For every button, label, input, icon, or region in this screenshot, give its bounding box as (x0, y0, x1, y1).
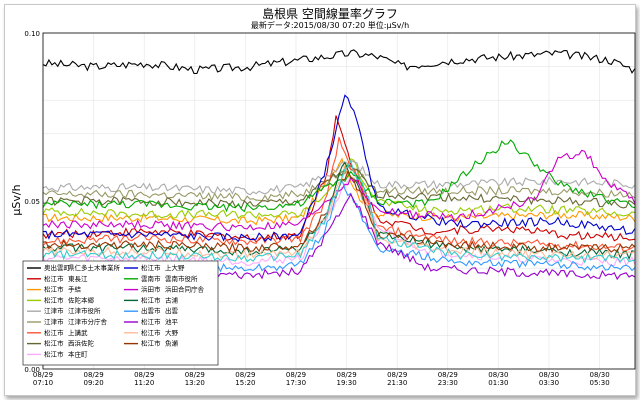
legend-site: 江津市役所 (68, 306, 101, 315)
legend-site: 上大野 (165, 263, 185, 272)
legend-site: 東長江 (68, 274, 88, 283)
legend-site: 魚瀬 (165, 339, 179, 348)
chart-title: 島根県 空間線量率グラフ (262, 6, 398, 21)
x-tick-date: 08/29 (33, 371, 53, 379)
legend-site: 雲南市役所 (165, 274, 198, 283)
legend-city: 雲南市 (141, 274, 161, 283)
x-tick-time: 03:30 (539, 379, 559, 387)
x-tick-date: 08/30 (589, 371, 609, 379)
x-tick-time: 19:30 (336, 379, 356, 387)
plot-border (42, 32, 636, 370)
legend-city: 浜田市 (141, 285, 161, 294)
chart-subtitle: 最新データ:2015/08/30 07:20 単位:μSv/h (251, 20, 409, 30)
legend-site: 池平 (165, 317, 179, 326)
x-tick-time: 09:20 (84, 379, 104, 387)
legend-city: 奥出雲町 (44, 263, 71, 272)
x-tick-date: 08/29 (438, 371, 458, 379)
series-line (42, 136, 636, 252)
x-tick-time: 17:30 (286, 379, 306, 387)
x-tick-date: 08/29 (336, 371, 356, 379)
x-tick-time: 01:30 (488, 379, 508, 387)
legend-city: 江津市 (44, 317, 64, 326)
legend-site: 県仁多土木事業所 (68, 263, 121, 272)
legend-city: 松江市 (141, 328, 161, 337)
series-line (42, 149, 636, 232)
series-layer (42, 49, 636, 281)
legend-site: 江津市分庁舎 (68, 317, 108, 326)
legend-site: 古浦 (165, 295, 179, 304)
y-tick-label: 0.05 (24, 198, 40, 206)
legend-city: 松江市 (141, 339, 161, 348)
legend-site: 出雲 (165, 306, 179, 315)
series-line (42, 157, 636, 226)
x-tick-date: 08/29 (134, 371, 154, 379)
legend-city: 松江市 (44, 328, 64, 337)
legend-city: 松江市 (141, 263, 161, 272)
legend-site: 本庄町 (68, 349, 88, 358)
legend-site: 西浜佐陀 (68, 339, 95, 348)
legend-city: 松江市 (141, 295, 161, 304)
legend-city: 松江市 (44, 285, 64, 294)
series-line (42, 115, 636, 243)
series-line (42, 49, 636, 75)
legend-city: 松江市 (141, 317, 161, 326)
x-tick-date: 08/29 (84, 371, 104, 379)
x-tick-time: 11:20 (134, 379, 154, 387)
legend-site: 浜田合同庁舎 (165, 285, 205, 294)
legend-site: 手結 (68, 285, 82, 294)
axes: 0.000.050.1008/2907:1008/2909:2008/2911:… (24, 30, 636, 387)
x-tick-time: 23:30 (438, 379, 458, 387)
series-line (42, 175, 636, 267)
legend-site: 上講武 (68, 328, 88, 337)
x-tick-time: 21:30 (387, 379, 407, 387)
legend-city: 松江市 (44, 339, 64, 348)
x-tick-time: 05:30 (589, 379, 609, 387)
series-line (42, 159, 636, 264)
y-tick-label: 0.00 (24, 366, 40, 374)
series-line (42, 161, 636, 261)
x-tick-date: 08/30 (488, 371, 508, 379)
y-axis-label: μSv/h (10, 184, 23, 215)
legend-city: 江津市 (44, 306, 64, 315)
legend-city: 松江市 (44, 274, 64, 283)
x-tick-date: 08/29 (235, 371, 255, 379)
x-tick-date: 08/29 (387, 371, 407, 379)
legend-site: 佐陀本郷 (68, 295, 95, 304)
x-tick-date: 08/30 (539, 371, 559, 379)
legend-city: 松江市 (44, 295, 64, 304)
x-tick-time: 15:20 (235, 379, 255, 387)
series-line (42, 159, 636, 196)
x-tick-time: 13:20 (185, 379, 205, 387)
x-tick-date: 08/29 (185, 371, 205, 379)
legend-city: 松江市 (44, 349, 64, 358)
series-line (42, 94, 636, 243)
legend-box (22, 260, 219, 366)
x-tick-time: 07:10 (33, 379, 53, 387)
legend-site: 大野 (165, 328, 179, 337)
y-tick-label: 0.10 (24, 30, 40, 38)
series-line (42, 139, 636, 213)
legend-city: 出雲市 (141, 306, 161, 315)
x-tick-date: 08/29 (286, 371, 306, 379)
